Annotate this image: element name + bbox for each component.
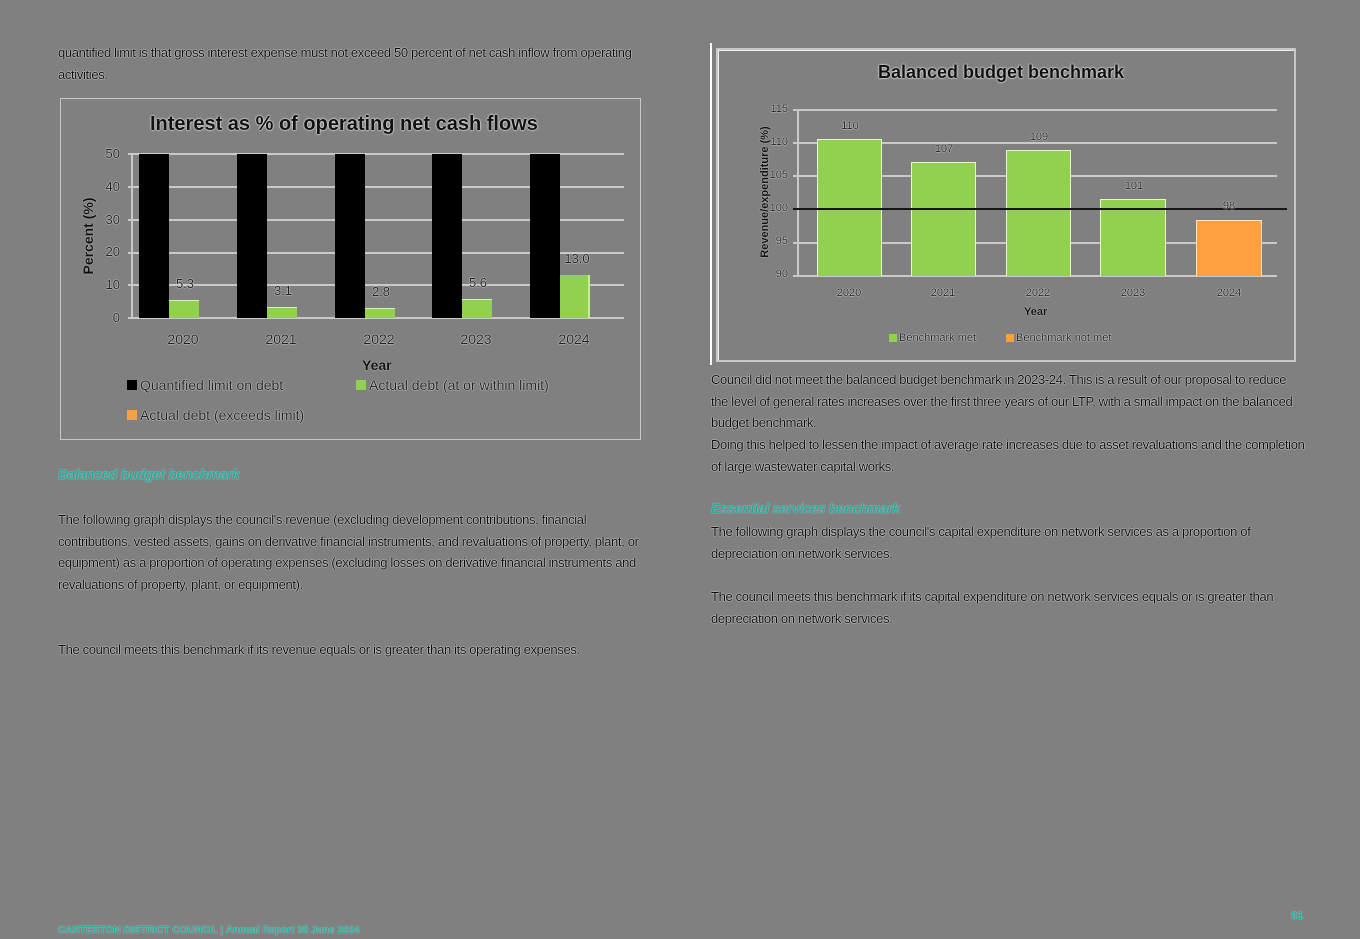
column-rule — [710, 43, 712, 365]
bar-limit-2024 — [530, 154, 560, 318]
bar-2021 — [911, 162, 976, 276]
y-tick: 30 — [105, 212, 120, 227]
legend-label: Actual debt (exceeds limit) — [140, 407, 305, 423]
x-tick: 2020 — [167, 331, 199, 347]
x-tick: 2022 — [363, 331, 395, 347]
intro-text: quantified limit is that gross interest … — [58, 45, 632, 82]
data-label: 101 — [1124, 180, 1144, 192]
bar-actual-2024 — [560, 275, 590, 318]
interest-chart — [60, 98, 641, 440]
data-label: 98 — [1222, 200, 1236, 212]
x-tick: 2023 — [1120, 287, 1146, 299]
legend-label: Quantified limit on debt — [140, 377, 284, 393]
data-label: 107 — [934, 143, 954, 155]
legend-item-met: Benchmark met — [889, 332, 976, 344]
y-tick: 115 — [770, 103, 788, 115]
gridline — [128, 186, 624, 188]
bar-actual-2020 — [169, 300, 199, 318]
essential-services-criteria: The council meets this benchmark if its … — [711, 589, 1274, 626]
y-tick: 110 — [770, 136, 788, 148]
balanced-result-text-2: Doing this helped to lessen the impact o… — [711, 437, 1305, 474]
balanced-budget-description: The following graph displays the council… — [58, 512, 639, 593]
y-tick: 20 — [105, 244, 120, 259]
y-axis-line — [131, 153, 133, 319]
benchmark-line — [793, 208, 1287, 210]
bar-2020 — [817, 139, 882, 276]
balanced-budget-heading: Balanced budget benchmark — [58, 466, 240, 482]
data-label: 5.6 — [468, 275, 488, 290]
x-tick: 2024 — [1216, 287, 1242, 299]
x-tick: 2020 — [836, 287, 862, 299]
y-tick: 50 — [105, 146, 120, 161]
page-number: 81 — [1291, 910, 1304, 922]
legend-label: Actual debt (at or within limit) — [369, 377, 549, 393]
gridline — [793, 142, 1277, 144]
data-label: 13.0 — [564, 251, 590, 266]
essential-services-description: The following graph displays the council… — [711, 524, 1251, 561]
bar-limit-2020 — [139, 154, 169, 318]
x-tick: 2021 — [930, 287, 956, 299]
data-label: 110 — [841, 120, 859, 132]
bar-2024 — [1196, 220, 1262, 276]
essential-services-heading: Essential services benchmark — [711, 500, 900, 516]
y-tick: 0 — [112, 310, 120, 325]
legend-item-within: Actual debt (at or within limit) — [356, 377, 549, 393]
gridline — [128, 153, 624, 155]
bar-actual-2023 — [462, 299, 492, 318]
legend-item-not-met: Benchmark not met — [1006, 332, 1111, 344]
x-tick: 2022 — [1025, 287, 1051, 299]
interest-chart-xlabel: Year — [362, 357, 392, 373]
legend-label: Benchmark not met — [1016, 332, 1112, 344]
gridline — [128, 317, 624, 319]
bar-2022 — [1006, 150, 1071, 276]
balanced-result-text: Council did not meet the balanced budget… — [711, 372, 1293, 431]
data-label: 5.3 — [175, 276, 195, 291]
bar-limit-2023 — [432, 154, 462, 318]
y-tick: 95 — [775, 235, 788, 247]
balanced-chart-xlabel: Year — [1024, 306, 1048, 318]
legend-swatch-orange — [1006, 334, 1014, 342]
bar-actual-2022 — [365, 308, 395, 318]
interest-chart-title: Interest as % of operating net cash flow… — [150, 113, 538, 135]
legend-swatch-orange — [127, 410, 137, 420]
bar-limit-2022 — [335, 154, 365, 318]
gridline — [128, 219, 624, 221]
bar-2023 — [1100, 199, 1166, 276]
balanced-budget-criteria: The council meets this benchmark if its … — [58, 642, 580, 657]
interest-chart-ylabel: Percent (%) — [80, 197, 96, 275]
footer: CARTERTON DISTRICT COUNCIL | Annual Repo… — [58, 925, 360, 936]
bar-limit-2021 — [237, 154, 267, 318]
footer-report: Annual Report 30 June 2024 — [225, 925, 360, 936]
data-label: 3.1 — [273, 283, 293, 298]
footer-separator: | — [220, 925, 224, 936]
y-axis-line — [797, 109, 799, 277]
gridline — [793, 109, 1277, 111]
x-tick: 2021 — [265, 331, 297, 347]
gridline — [793, 275, 1277, 277]
gridline — [128, 284, 624, 286]
legend-label: Benchmark met — [899, 332, 977, 344]
y-tick: 90 — [775, 268, 788, 280]
footer-org: CARTERTON DISTRICT COUNCIL — [58, 925, 218, 936]
legend-item-exceeds: Actual debt (exceeds limit) — [127, 407, 304, 423]
y-tick: 40 — [105, 179, 120, 194]
balanced-budget-chart — [716, 48, 1296, 362]
x-tick: 2024 — [558, 331, 590, 347]
legend-swatch-green — [889, 334, 897, 342]
legend-item-limit: Quantified limit on debt — [127, 377, 283, 393]
balanced-chart-title: Balanced budget benchmark — [878, 62, 1125, 82]
data-label: 2.8 — [371, 284, 391, 299]
bar-actual-2021 — [267, 307, 297, 318]
legend-swatch-black — [127, 380, 137, 390]
y-tick: 105 — [769, 169, 788, 181]
y-tick: 100 — [769, 202, 788, 214]
data-label: 109 — [1029, 131, 1049, 143]
y-tick: 10 — [105, 277, 120, 292]
gridline — [128, 252, 624, 254]
x-tick: 2023 — [460, 331, 492, 347]
legend-swatch-green — [356, 380, 366, 390]
